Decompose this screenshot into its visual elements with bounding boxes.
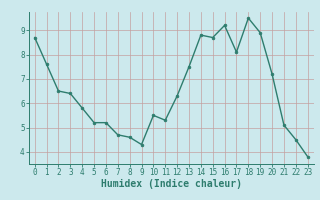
X-axis label: Humidex (Indice chaleur): Humidex (Indice chaleur) bbox=[101, 179, 242, 189]
